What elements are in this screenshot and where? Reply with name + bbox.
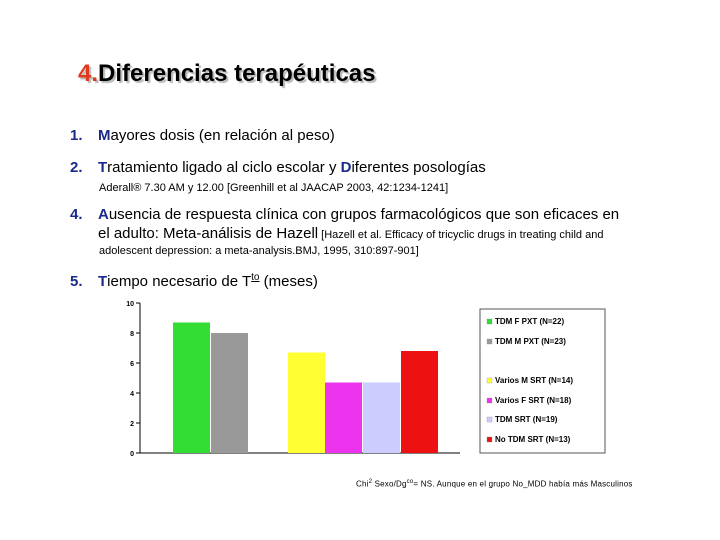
item-number: 5.: [70, 273, 83, 290]
bar: [211, 333, 248, 453]
legend-box: [479, 308, 606, 454]
y-tick-label: 8: [130, 331, 134, 338]
item-text: ratamiento ligado al ciclo escolar y: [107, 159, 341, 176]
bar: [325, 382, 362, 453]
bar: [173, 322, 210, 453]
item-text: ayores dosis (en relación al peso): [110, 127, 335, 144]
y-tick-label: 0: [130, 451, 134, 458]
footnote: Chi2 Sexo/Dgco= NS. Aunque en el grupo N…: [356, 479, 633, 489]
legend-label: No TDM SRT (N=13): [495, 435, 571, 444]
legend-swatch: [486, 318, 493, 325]
item-number: 4.: [70, 206, 83, 223]
list-item-1: 1. Mayores dosis (en relación al peso): [70, 126, 335, 145]
legend-swatch: [486, 436, 493, 443]
footnote-sup2: co: [406, 479, 414, 485]
y-tick-label: 6: [130, 361, 134, 368]
y-tick-label: 2: [130, 421, 134, 428]
bar: [363, 382, 400, 453]
footnote-chi: Chi: [356, 479, 369, 489]
list-item-4: 4. Ausencia de respuesta clínica con grup…: [70, 205, 619, 245]
footnote-mid: Sexo/Dg: [372, 479, 407, 489]
legend-label: Varios F SRT (N=18): [495, 396, 572, 405]
item-number: 2.: [70, 159, 83, 176]
item-initial: A: [98, 206, 109, 223]
item-initial: M: [98, 127, 111, 144]
item-text-rest: (meses): [259, 273, 318, 290]
legend-label: TDM F PXT (N=22): [495, 317, 564, 326]
legend-swatch: [486, 338, 493, 345]
item-number: 1.: [70, 127, 83, 144]
item-text-rest: iferentes posologías: [351, 159, 486, 176]
legend-label: Varios M SRT (N=14): [495, 376, 573, 385]
item-text: iempo necesario de T: [107, 273, 252, 290]
bar: [288, 352, 325, 453]
item-4-reference-cont: adolescent depression: a meta-analysis.B…: [99, 245, 419, 257]
title-number: 4.: [78, 60, 99, 87]
footnote-text: = NS. Aunque en el grupo No_MDD había má…: [413, 479, 633, 489]
item-text-line2: el adulto: Meta-análisis de Hazell: [98, 225, 319, 242]
slide-title: 4.Diferencias terapéuticas: [78, 60, 375, 88]
item-2-reference: Aderall® 7.30 AM y 12.00 [Greenhill et a…: [99, 182, 449, 194]
item-reference: [Hazell et al. Efficacy of tricyclic dru…: [318, 229, 604, 241]
item-text: usencia de respuesta clínica con grupos …: [108, 206, 620, 223]
bar: [401, 351, 438, 453]
title-text: Diferencias terapéuticas: [98, 60, 376, 87]
item-initial: T: [98, 159, 108, 176]
list-item-2: 2. Tratamiento ligado al ciclo escolar y …: [70, 158, 486, 177]
legend-swatch: [486, 377, 493, 384]
legend-label: TDM M PXT (N=23): [495, 337, 566, 346]
legend-swatch: [486, 416, 493, 423]
y-tick-label: 4: [130, 391, 134, 398]
item-initial: T: [98, 273, 108, 290]
footnote-sup: 2: [368, 479, 373, 485]
item-initial-2: D: [340, 159, 352, 176]
legend-label: TDM SRT (N=19): [495, 415, 558, 424]
legend-swatch: [486, 397, 493, 404]
list-item-5: 5. Tiempo necesario de Tto (meses): [70, 268, 318, 291]
item-superscript: to: [251, 272, 260, 283]
y-tick-label: 10: [126, 301, 134, 308]
